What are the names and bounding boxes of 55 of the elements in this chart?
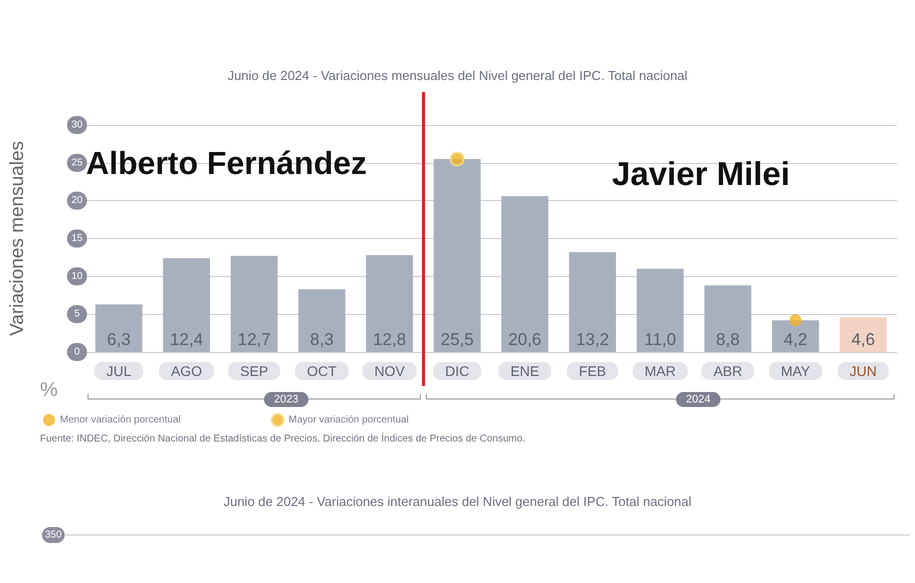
x-tick-label: JUL [106, 363, 132, 379]
bar [230, 256, 278, 352]
y-tick-label: 15 [71, 233, 83, 244]
bar [569, 252, 616, 352]
data-label: 25,5 [440, 330, 474, 349]
bar [840, 317, 887, 352]
y-tick-label: 30 [71, 120, 83, 130]
x-tick-label: MAR [644, 363, 676, 379]
chart-title: Junio de 2024 - Variaciones mensuales del Nivel general del IPC. Total nacional [228, 68, 688, 83]
x-tick-label: ENE [510, 363, 540, 379]
x-tick-label: NOV [374, 363, 406, 379]
source-note: Fuente: INDEC, Dirección Nacional de Estadísticas de Precios. Dirección de Índices de Precios de Consumo. [40, 432, 526, 444]
y-axis-title: Variaciones mensuales [7, 140, 28, 336]
data-label: 8,8 [716, 330, 740, 349]
legend-label: Mayor variación porcentual [288, 414, 409, 426]
y-tick-label: 0 [74, 346, 80, 358]
data-label: 4,2 [784, 330, 808, 349]
data-label: 6,3 [107, 330, 131, 349]
data-label: 13,2 [576, 330, 610, 349]
y-tick-label: 5 [74, 308, 80, 320]
x-tick-label: AGO [170, 363, 202, 379]
y-tick-label: 25 [71, 157, 83, 168]
bar [95, 304, 142, 352]
x-tick-label: JUN [850, 363, 877, 379]
bar [298, 289, 346, 352]
bar [772, 320, 819, 352]
annotation: Alberto Fernández [86, 145, 367, 181]
data-label: 12,4 [170, 330, 204, 349]
data-label: 4,6 [851, 330, 875, 349]
text: 350 [45, 530, 62, 540]
text: % [40, 379, 58, 401]
annotation: Javier Milei [612, 155, 790, 192]
data-label: 11,0 [644, 330, 676, 349]
x-tick-label: DIC [445, 363, 470, 379]
y-tick-label: 10 [71, 270, 83, 282]
bar [366, 255, 413, 352]
x-tick-label: ABR [713, 363, 742, 379]
text: 2023 [274, 394, 298, 406]
legend-label: Menor variación porcentual [60, 414, 181, 426]
data-label: 8,3 [310, 330, 334, 349]
text: Junio de 2024 - Variaciones interanuales del Nivel general del IPC. Total nacional [224, 494, 692, 509]
x-tick-label: SEP [240, 363, 268, 379]
x-tick-label: FEB [578, 363, 606, 379]
data-label: 20,6 [508, 330, 542, 349]
bar [501, 196, 548, 352]
bar [636, 268, 684, 352]
x-tick-label: OCT [307, 363, 338, 379]
data-label: 12,7 [238, 330, 271, 349]
x-tick-label: MAY [780, 363, 811, 379]
bar [434, 159, 481, 352]
y-tick-label: 20 [71, 195, 83, 206]
data-label: 12,8 [372, 330, 406, 349]
text: 2024 [686, 394, 710, 406]
bar [704, 285, 752, 352]
bar [163, 258, 210, 352]
